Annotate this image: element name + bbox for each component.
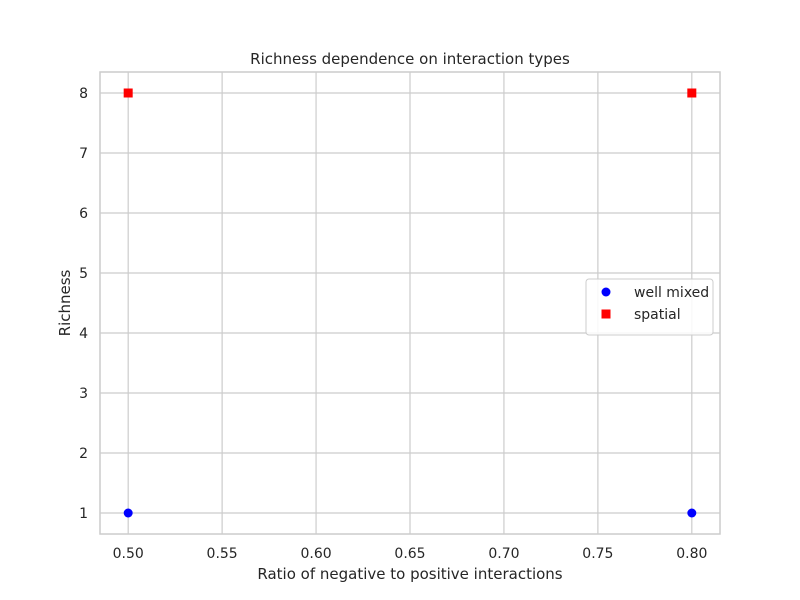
x-tick-label: 0.55	[207, 546, 238, 562]
data-points	[123, 88, 697, 518]
y-tick-label: 7	[79, 146, 88, 162]
x-axis-ticks: 0.50 0.55 0.60 0.65 0.70 0.75 0.80	[113, 546, 708, 562]
spatial-point	[687, 88, 697, 98]
y-tick-label: 1	[79, 506, 88, 522]
legend-marker-spatial	[601, 309, 611, 319]
legend: well mixed spatial	[585, 278, 714, 336]
legend-label-spatial: spatial	[634, 307, 681, 323]
x-tick-label: 0.60	[300, 546, 331, 562]
x-tick-label: 0.75	[582, 546, 613, 562]
well-mixed-point	[687, 508, 697, 518]
x-tick-label: 0.65	[394, 546, 425, 562]
y-tick-label: 8	[79, 86, 88, 102]
legend-box	[585, 278, 714, 336]
legend-marker-well-mixed	[601, 287, 611, 297]
legend-label-well-mixed: well mixed	[634, 285, 709, 301]
y-axis-ticks: 1 2 3 4 5 6 7 8	[79, 86, 88, 522]
plot-frame	[99, 71, 721, 535]
y-tick-label: 6	[79, 206, 88, 222]
x-tick-label: 0.80	[676, 546, 707, 562]
y-tick-label: 2	[79, 446, 88, 462]
y-axis-label: Richness	[56, 269, 74, 336]
y-tick-label: 3	[79, 386, 88, 402]
well-mixed-point	[123, 508, 133, 518]
x-axis-label: Ratio of negative to positive interactio…	[257, 565, 562, 583]
x-tick-label: 0.50	[113, 546, 144, 562]
chart-title: Richness dependence on interaction types	[250, 50, 570, 68]
y-tick-label: 4	[79, 326, 88, 342]
spatial-point	[123, 88, 133, 98]
x-tick-label: 0.70	[488, 546, 519, 562]
y-tick-label: 5	[79, 266, 88, 282]
